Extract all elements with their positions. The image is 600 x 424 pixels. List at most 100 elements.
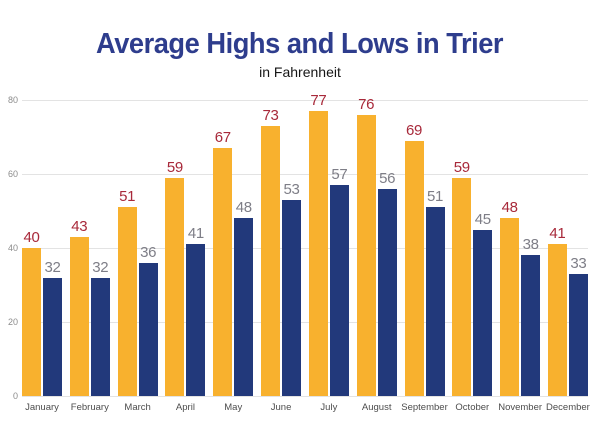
bar-group-march: 51 36 March bbox=[117, 188, 158, 413]
bar-group-may: 67 48 May bbox=[213, 129, 254, 413]
low-bar bbox=[329, 185, 349, 396]
high-bar-column: 40 bbox=[22, 230, 41, 396]
high-bar-column: 43 bbox=[69, 217, 89, 396]
low-bar-column: 36 bbox=[138, 243, 158, 396]
month-label-august: August bbox=[361, 402, 392, 413]
high-bar-column: 67 bbox=[213, 129, 233, 396]
low-bar-column: 32 bbox=[43, 260, 62, 396]
low-value-label: 45 bbox=[474, 210, 491, 228]
low-bar-column: 53 bbox=[282, 180, 302, 396]
high-bar-column: 76 bbox=[356, 95, 376, 396]
low-value-label: 32 bbox=[92, 258, 109, 276]
high-bar bbox=[69, 236, 89, 396]
low-bar bbox=[377, 188, 397, 396]
high-value-label: 59 bbox=[453, 158, 470, 176]
low-value-label: 53 bbox=[283, 180, 300, 198]
month-label-june: June bbox=[270, 402, 292, 413]
high-bar-column: 59 bbox=[165, 158, 185, 396]
high-value-label: 67 bbox=[214, 129, 231, 147]
high-value-label: 76 bbox=[358, 95, 375, 113]
low-bar-column: 56 bbox=[377, 169, 397, 396]
high-bar bbox=[452, 177, 472, 396]
month-label-october: October bbox=[455, 402, 490, 413]
low-bar bbox=[568, 273, 588, 396]
month-label-january: January bbox=[25, 402, 59, 413]
bar-group-august: 76 56 August bbox=[356, 95, 397, 413]
chart-title-text: Average Highs and Lows in Trier bbox=[96, 28, 504, 60]
low-bar-column: 41 bbox=[186, 225, 206, 396]
high-value-label: 69 bbox=[405, 121, 423, 139]
high-bar bbox=[500, 218, 520, 396]
bar-group-november: 48 38 November bbox=[498, 199, 542, 413]
low-bar bbox=[138, 262, 158, 396]
high-value-label: 41 bbox=[549, 225, 566, 243]
month-label-november: November bbox=[498, 402, 543, 413]
high-value-label: 43 bbox=[71, 217, 88, 235]
high-bar bbox=[165, 177, 185, 396]
bars-row: 40 32 January 43 32 February 51 36 March 59 41 Apri… bbox=[22, 92, 590, 413]
y-tick-label-40: 40 bbox=[7, 242, 18, 253]
low-value-label: 51 bbox=[426, 188, 444, 206]
low-bar-column: 51 bbox=[425, 188, 445, 396]
month-label-april: April bbox=[175, 402, 195, 413]
high-value-label: 59 bbox=[166, 158, 183, 176]
high-value-label: 51 bbox=[119, 188, 136, 206]
low-bar bbox=[234, 218, 254, 396]
low-value-label: 36 bbox=[140, 243, 157, 261]
high-bar-column: 59 bbox=[452, 158, 472, 396]
bar-group-january: 40 32 January bbox=[22, 230, 62, 413]
high-bar-column: 77 bbox=[308, 92, 328, 396]
gridline-20 bbox=[22, 321, 588, 323]
bar-group-april: 59 41 April bbox=[165, 158, 206, 413]
high-value-label: 48 bbox=[501, 199, 518, 217]
high-bar bbox=[547, 244, 567, 396]
y-tick-label-80: 80 bbox=[7, 94, 18, 105]
y-tick-label-60: 60 bbox=[7, 168, 18, 179]
high-bar bbox=[308, 111, 328, 396]
low-value-label: 38 bbox=[522, 236, 539, 254]
month-label-march: March bbox=[124, 402, 151, 413]
bar-group-july: 77 57 July bbox=[308, 92, 349, 413]
high-bar bbox=[404, 140, 424, 396]
bar-group-october: 59 45 October bbox=[452, 158, 493, 413]
high-bar bbox=[22, 248, 41, 396]
bar-group-february: 43 32 February bbox=[69, 217, 110, 413]
low-bar bbox=[473, 229, 493, 396]
low-value-label: 32 bbox=[44, 258, 61, 276]
high-bar bbox=[261, 125, 281, 396]
low-bar bbox=[425, 207, 445, 396]
low-value-label: 56 bbox=[379, 169, 396, 187]
high-bar bbox=[213, 148, 233, 396]
gridline-60 bbox=[22, 173, 588, 175]
month-label-december: December bbox=[546, 402, 590, 413]
y-tick-label-0: 0 bbox=[12, 390, 18, 401]
month-label-february: February bbox=[70, 402, 109, 413]
low-bar-column: 38 bbox=[521, 236, 541, 396]
gridline-80 bbox=[22, 99, 588, 101]
bar-group-june: 73 53 June bbox=[261, 108, 302, 413]
gridline-0 bbox=[22, 395, 588, 397]
low-bar bbox=[186, 244, 206, 396]
high-bar bbox=[117, 207, 137, 396]
low-bar-column: 57 bbox=[329, 166, 349, 396]
low-bar-column: 45 bbox=[473, 210, 493, 396]
gridline-40 bbox=[22, 247, 588, 249]
low-bar-column: 48 bbox=[234, 199, 254, 396]
high-bar-column: 41 bbox=[547, 225, 567, 396]
low-bar-column: 32 bbox=[90, 258, 110, 396]
low-value-label: 41 bbox=[187, 225, 204, 243]
low-value-label: 48 bbox=[235, 199, 252, 217]
low-bar-column: 33 bbox=[568, 254, 588, 396]
month-label-july: July bbox=[320, 402, 338, 413]
high-bar-column: 73 bbox=[261, 108, 281, 396]
low-value-label: 57 bbox=[331, 166, 348, 184]
chart-title: Average Highs and Lows in Trier bbox=[0, 28, 600, 61]
high-value-label: 77 bbox=[310, 92, 327, 110]
high-bar-column: 48 bbox=[500, 199, 520, 396]
low-bar bbox=[90, 277, 110, 396]
chart-subtitle: in Fahrenheit bbox=[259, 64, 341, 80]
low-value-label: 33 bbox=[570, 254, 587, 272]
high-value-label: 40 bbox=[23, 229, 40, 246]
